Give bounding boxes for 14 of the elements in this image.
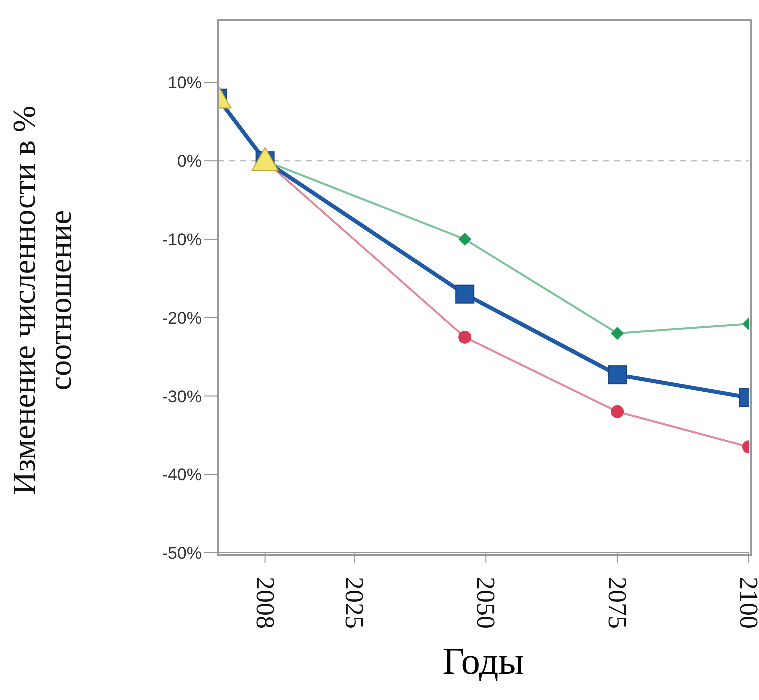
y-tick-label: -10% — [162, 230, 202, 250]
y-tick-label: -30% — [162, 387, 202, 406]
x-tick-label: 2100 — [734, 577, 759, 629]
y-tick-label: -40% — [162, 466, 202, 485]
x-tick-label: 2008 — [250, 577, 280, 629]
x-tick-label: 2075 — [603, 577, 632, 629]
y-tick-label: -50% — [162, 544, 202, 564]
x-tick-label: 2050 — [472, 577, 501, 629]
y-tick-label: -20% — [162, 308, 202, 328]
y-tick-label: 0% — [177, 152, 202, 172]
y-tick-label: 10% — [168, 74, 202, 93]
y-axis-title: Изменение численности в % соотношение — [6, 106, 78, 496]
x-tick-label: 2025 — [340, 577, 370, 629]
x-axis-title: Годы — [442, 640, 526, 684]
